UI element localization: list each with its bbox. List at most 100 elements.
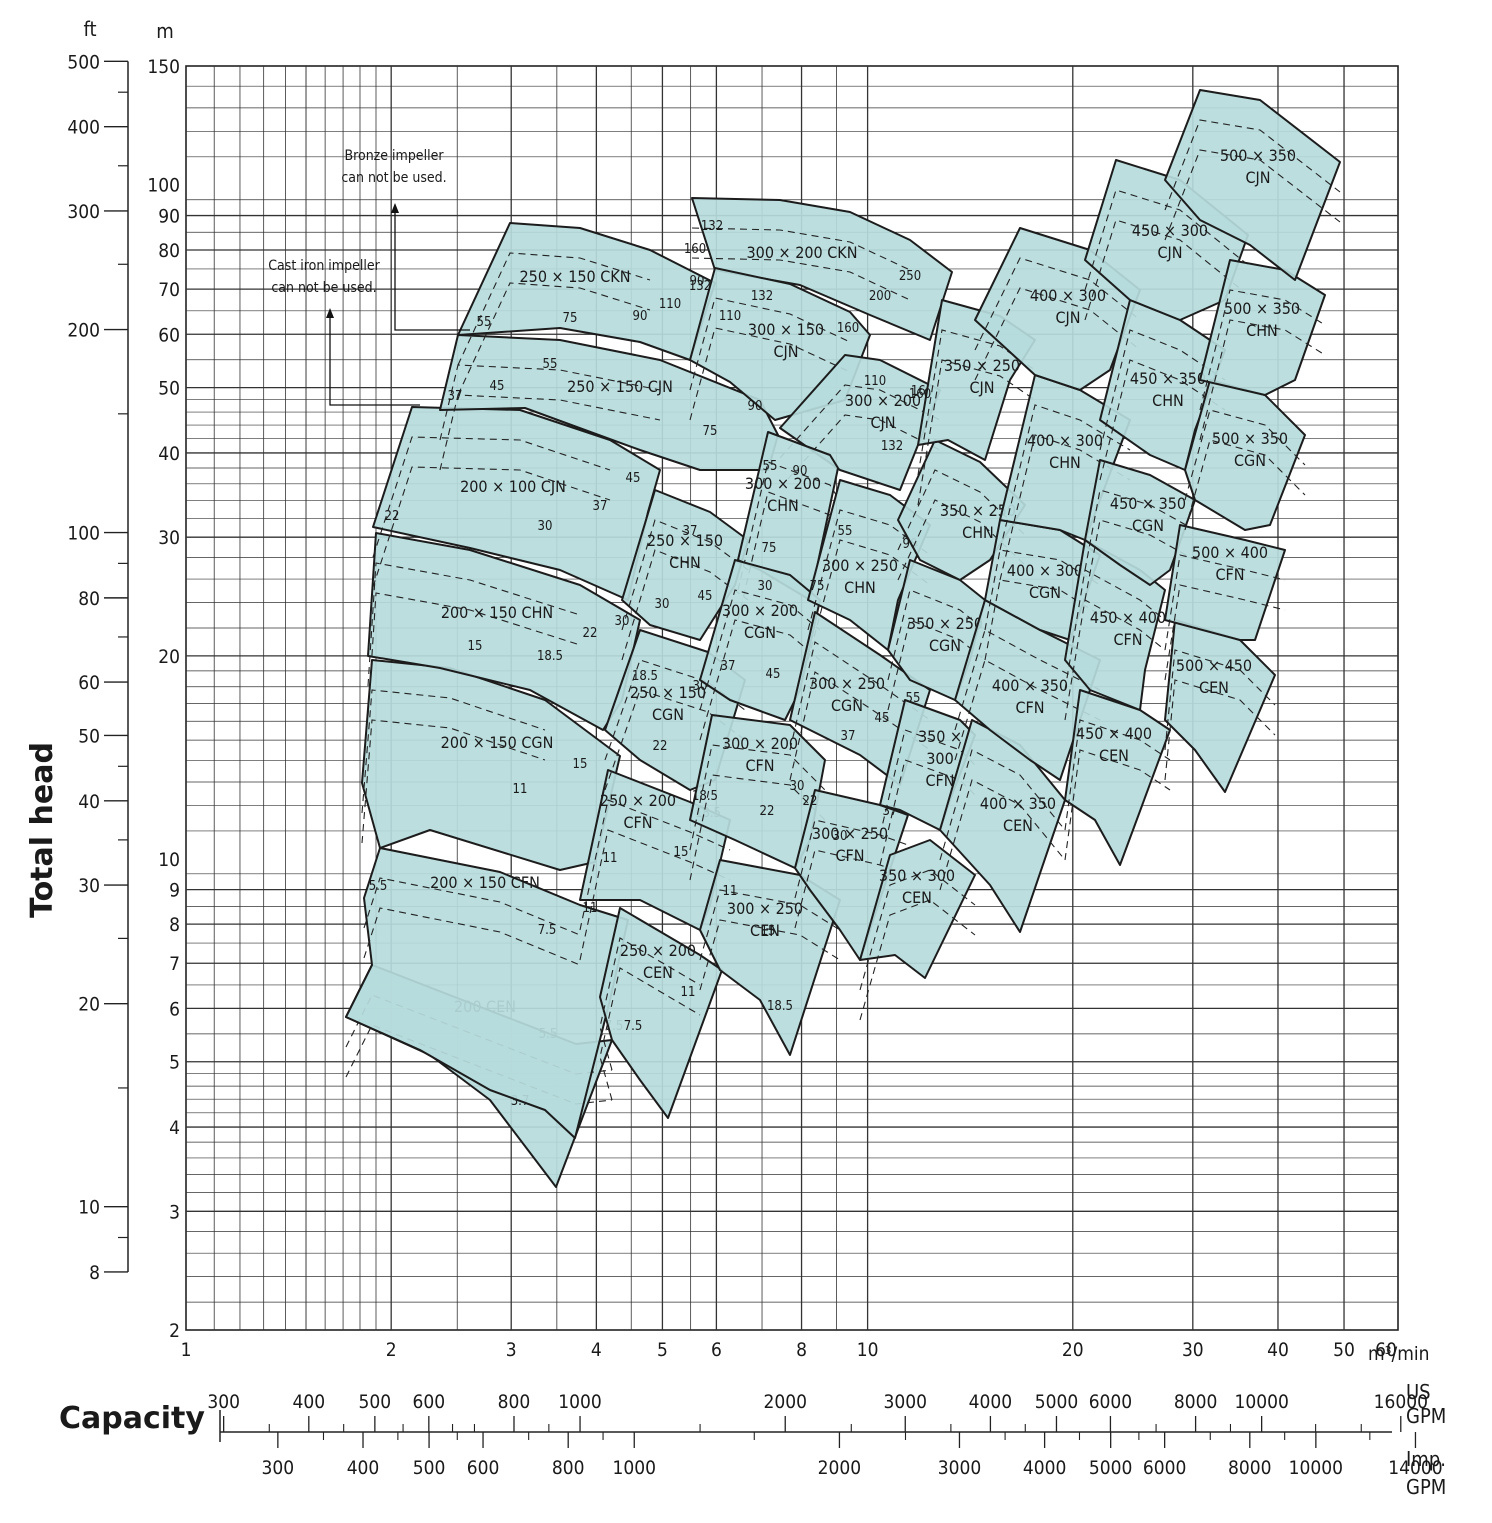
- power-label: 110: [864, 374, 886, 389]
- power-curve: [1084, 519, 1196, 601]
- power-label: 11: [583, 901, 598, 916]
- power-curve: [699, 589, 821, 711]
- imp-gpm-tick-label: 4000: [1023, 1457, 1067, 1479]
- power-label: 90: [748, 399, 763, 414]
- power-curve: [1164, 119, 1341, 211]
- power-label: 37: [683, 524, 698, 539]
- pump-region-label: CGN: [1234, 451, 1266, 470]
- region-31: 450 × 400 CEN: [1064, 689, 1171, 866]
- us-gpm-tick-label: 400: [292, 1391, 325, 1413]
- pump-region-label: CFN: [745, 756, 774, 775]
- power-curve: [691, 227, 911, 271]
- power-curve: [689, 744, 826, 851]
- pump-region-label: 350 × 250: [940, 501, 1016, 520]
- power-curve: [859, 899, 976, 1021]
- imp-gpm-tick-label: 400: [347, 1457, 380, 1479]
- power-curve: [939, 779, 1066, 891]
- power-label: 15: [761, 924, 776, 939]
- region-39: 500 × 350 CHN: [1199, 259, 1326, 441]
- pump-region-label: 300 × 250: [727, 899, 803, 918]
- x-tick-label: 6: [711, 1339, 722, 1361]
- y-tick-label-m: 7: [169, 953, 180, 975]
- power-curve: [439, 364, 661, 441]
- y-tick-label-m: 70: [158, 279, 180, 301]
- power-curve: [917, 359, 1036, 506]
- pump-region-label: 200 × 100 CJN: [460, 477, 566, 496]
- power-label: 15: [674, 845, 689, 860]
- power-curve: [1199, 319, 1326, 441]
- power-curve: [599, 967, 701, 1101]
- pump-region-label: 300: [926, 749, 953, 768]
- y-unit-ft: ft: [83, 17, 96, 41]
- bronze-note-text: can not be used.: [341, 170, 446, 186]
- imp-gpm-unit-label: Imp.: [1406, 1447, 1446, 1471]
- power-label: 18.5: [692, 789, 718, 804]
- power-label: 11: [513, 782, 528, 797]
- y-tick-label-ft: 50: [78, 725, 100, 747]
- power-label: 132: [701, 219, 723, 234]
- region-7: 250 × 200 CEN 7.5 11: [599, 907, 723, 1119]
- pump-region-label: 450 × 400: [1090, 608, 1166, 627]
- power-label: 7.5: [624, 1019, 643, 1034]
- cast-iron-note-text: Cast iron impeller: [268, 258, 380, 274]
- y-tick-label-ft: 200: [67, 320, 100, 342]
- pump-region-label: CJN: [969, 378, 994, 397]
- power-curve: [457, 282, 651, 396]
- power-label: 22: [803, 794, 818, 809]
- power-curve: [779, 384, 941, 459]
- power-label: 132: [881, 439, 903, 454]
- x-tick-label: 60: [1375, 1339, 1397, 1361]
- power-curve: [794, 819, 909, 899]
- pump-region-label: CHN: [1049, 453, 1081, 472]
- pump-region-label: 300 × 200 CKN: [747, 243, 858, 262]
- power-label: 22: [760, 804, 775, 819]
- y-axis-title: Total head: [25, 742, 60, 918]
- power-curve: [1099, 359, 1226, 481]
- power-curve: [579, 799, 731, 931]
- region-13: 300 × 200 CJN 90 110 132 160: [748, 354, 941, 491]
- power-label: 110: [659, 297, 681, 312]
- imp-gpm-tick-label: 500: [413, 1457, 446, 1479]
- pump-region-label: 350 × 300: [879, 866, 955, 885]
- us-gpm-tick-label: 500: [359, 1391, 392, 1413]
- power-curve: [1064, 569, 1166, 691]
- y-tick-label-m: 90: [158, 206, 180, 228]
- y-tick-label-m: 3: [169, 1201, 180, 1223]
- note-arrow: [391, 203, 399, 213]
- imp-gpm-tick-label: 6000: [1143, 1457, 1187, 1479]
- pump-region-label: 200 × 150 CFN: [430, 873, 540, 892]
- imp-gpm-tick-label: 600: [467, 1457, 500, 1479]
- pump-region-shape: [859, 839, 976, 979]
- pump-region-label: CGN: [831, 696, 863, 715]
- power-curve: [604, 689, 746, 791]
- us-gpm-tick-label: 2000: [763, 1391, 807, 1413]
- power-curve: [345, 1024, 613, 1105]
- power-label: 11: [603, 851, 618, 866]
- power-curve: [859, 869, 976, 991]
- pump-region-shape: [1164, 619, 1276, 793]
- imp-gpm-tick-label: 800: [552, 1457, 585, 1479]
- region-40: 500 × 350 CJN: [1164, 89, 1341, 281]
- power-curve: [1164, 649, 1276, 751]
- power-curve: [1084, 189, 1249, 291]
- pump-region-label: CFN: [1113, 630, 1142, 649]
- power-curve: [1099, 329, 1226, 451]
- power-curve: [689, 297, 851, 391]
- pump-region-label: CFN: [1015, 698, 1044, 717]
- y-tick-label-m: 9: [169, 880, 180, 902]
- power-label: 37: [593, 499, 608, 514]
- pump-region-label: 400 × 300: [1027, 431, 1103, 450]
- power-curve: [363, 907, 581, 966]
- power-label: 22: [385, 509, 400, 524]
- pump-region-label: CHN: [767, 496, 799, 515]
- pump-region-label: 300 × 250: [812, 824, 888, 843]
- imp-gpm-tick-label: 8000: [1228, 1457, 1272, 1479]
- imp-gpm-tick-label: 1000: [613, 1457, 657, 1479]
- y-tick-label-m: 8: [169, 914, 180, 936]
- pump-region-shape: [345, 847, 629, 1139]
- us-gpm-tick-label: 4000: [969, 1391, 1013, 1413]
- y-tick-label-ft: 40: [78, 791, 100, 813]
